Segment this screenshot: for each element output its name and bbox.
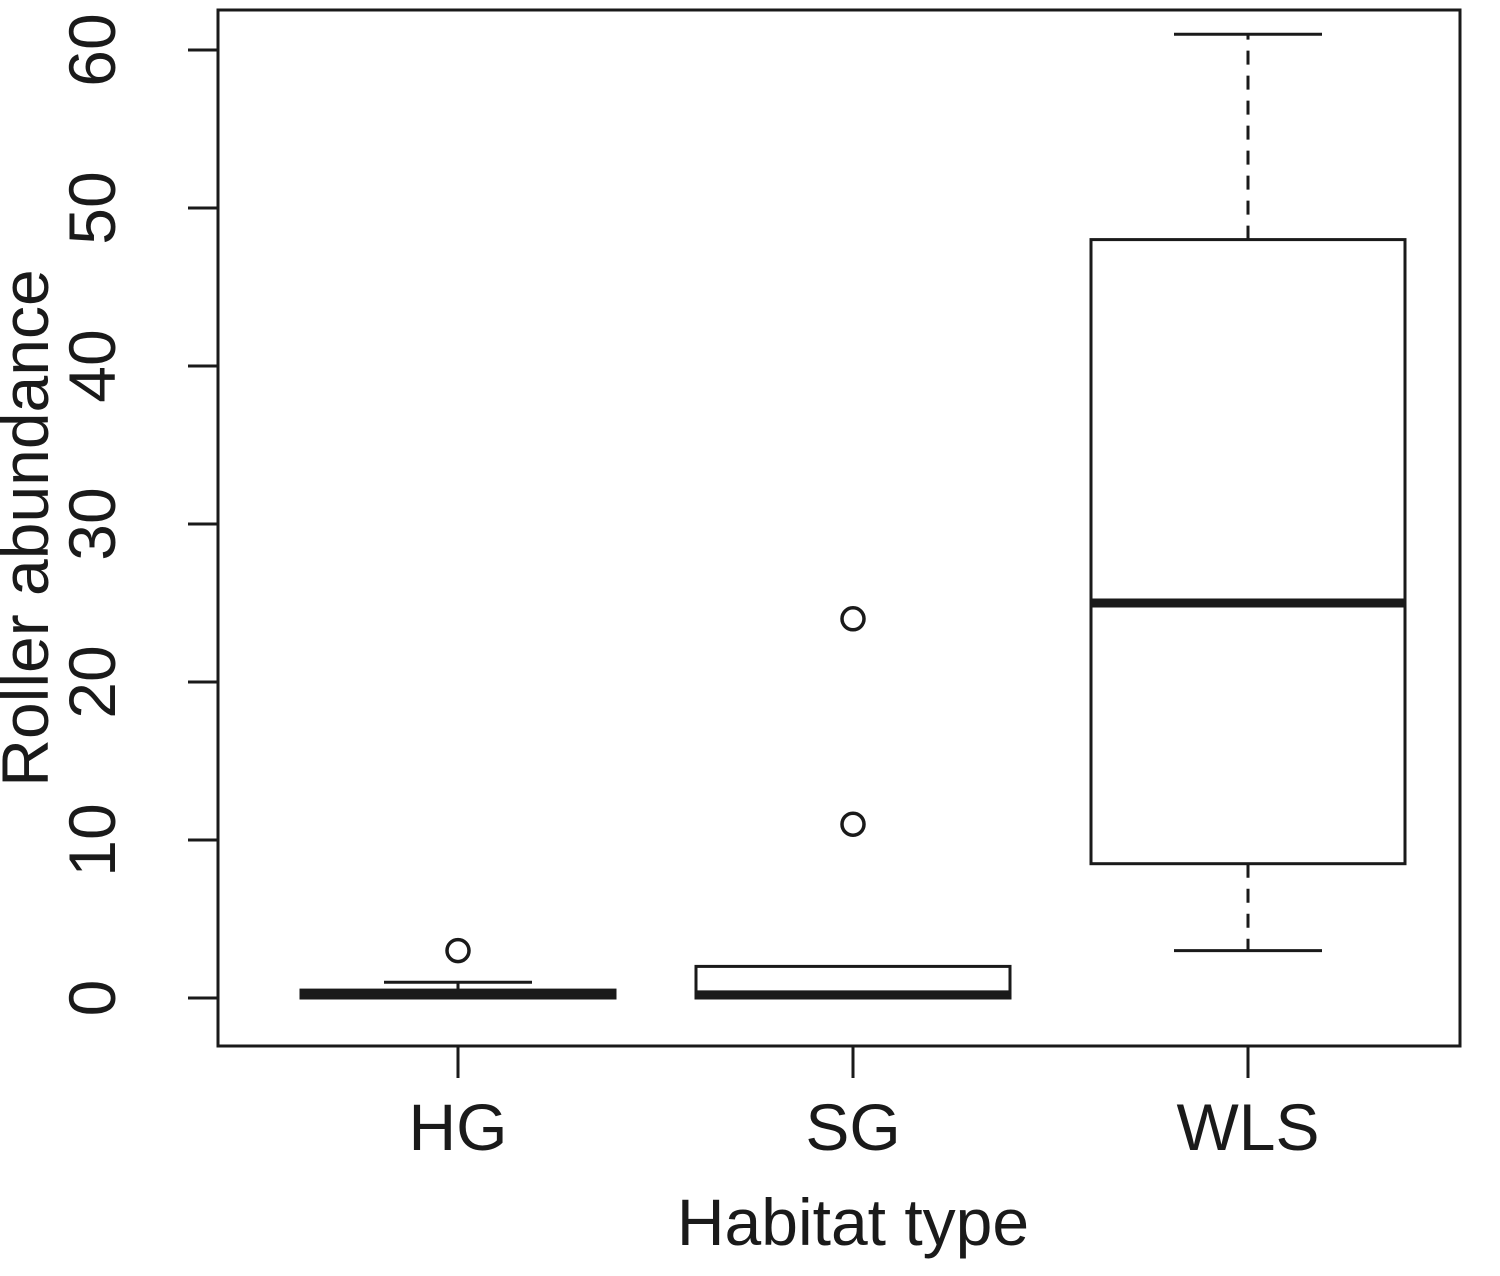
y-tick-label: 10 [55,803,129,876]
y-tick-label: 30 [55,487,129,560]
y-tick-label: 60 [55,13,129,86]
y-axis-label: Roller abundance [0,269,62,786]
y-tick-label: 40 [55,329,129,402]
boxplot-series [299,32,1407,1000]
x-tick-label-wls: WLS [1176,1090,1319,1164]
outlier-point [840,606,866,632]
boxplot-hg [299,937,617,1000]
y-tick-label: 20 [55,645,129,718]
outlier-point [445,937,471,964]
x-tick-label-sg: SG [805,1090,900,1164]
x-axis: HG SG WLS [409,1046,1320,1164]
y-axis: 0 10 20 30 40 50 60 [55,13,218,1016]
boxplot-wls [1089,32,1407,953]
y-tick-label: 50 [55,171,129,244]
boxplot-sg [694,606,1012,1000]
y-tick-label: 0 [55,980,129,1017]
plot-area-border [216,8,1462,1048]
iqr-box [1089,238,1407,866]
x-axis-label: Habitat type [677,1185,1029,1259]
x-tick-label-hg: HG [409,1090,508,1164]
outlier-point [840,811,866,837]
